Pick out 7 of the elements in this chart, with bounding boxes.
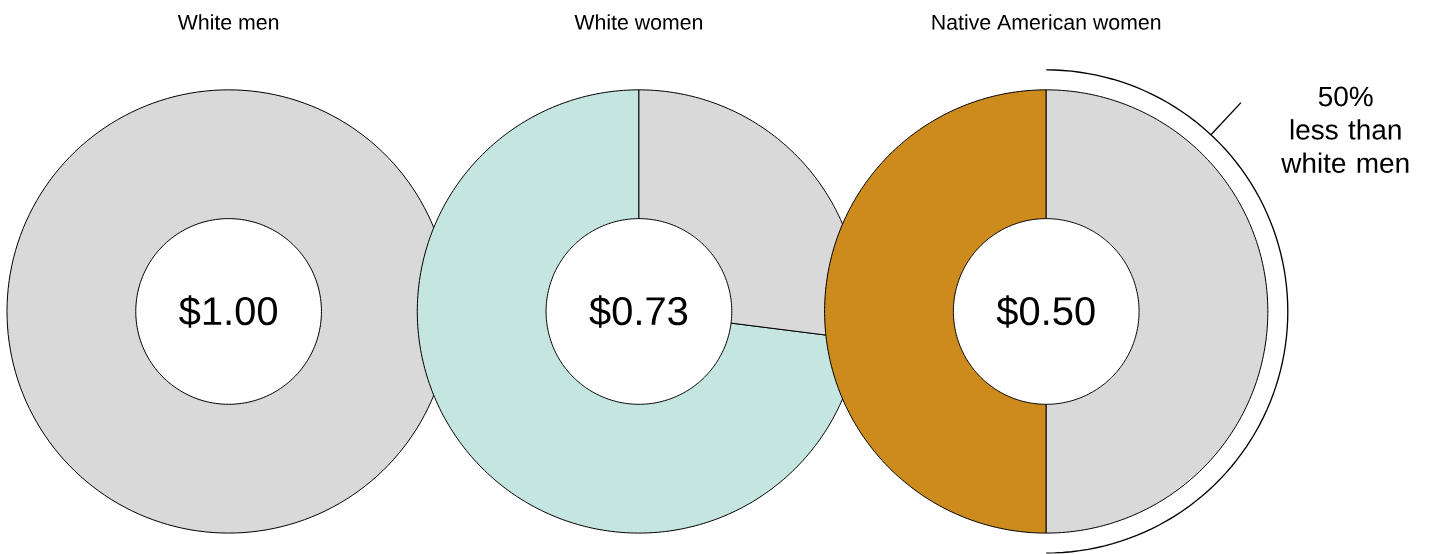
chart-title: Native American women — [932, 14, 1161, 30]
chart-title: White men — [177, 14, 279, 30]
text: $0.50 — [996, 295, 1095, 328]
text: $1.00 — [179, 295, 278, 328]
text: 50% less than white men — [1281, 86, 1409, 174]
chart-title: White women — [574, 14, 702, 30]
text: $0.73 — [589, 295, 688, 328]
